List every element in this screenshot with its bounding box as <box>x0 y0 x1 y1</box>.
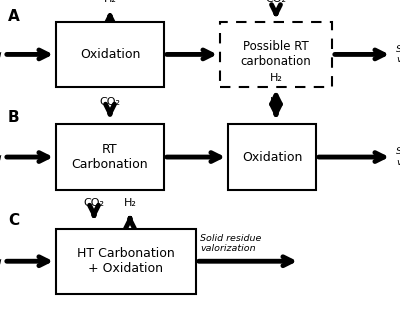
Text: A: A <box>8 9 20 24</box>
Text: Solid residue
valorization: Solid residue valorization <box>200 234 261 253</box>
Text: Solid residue
valorization: Solid residue valorization <box>396 147 400 167</box>
Text: Oxidation: Oxidation <box>242 151 302 164</box>
Text: Steel slag: Steel slag <box>0 50 2 59</box>
Text: B: B <box>8 110 20 125</box>
Text: H₂: H₂ <box>270 73 282 83</box>
Text: H₂: H₂ <box>104 0 116 4</box>
Text: Oxidation: Oxidation <box>80 48 140 61</box>
FancyBboxPatch shape <box>56 229 196 294</box>
Text: H₂: H₂ <box>270 97 282 107</box>
Text: CO₂: CO₂ <box>266 0 286 4</box>
Text: CO₂: CO₂ <box>100 97 120 107</box>
Text: Solid residue
valorization: Solid residue valorization <box>396 45 400 64</box>
FancyBboxPatch shape <box>56 22 164 87</box>
Text: RT
Carbonation: RT Carbonation <box>72 143 148 171</box>
Text: CO₂: CO₂ <box>84 198 104 208</box>
Text: Steel slag: Steel slag <box>0 257 2 266</box>
FancyBboxPatch shape <box>56 124 164 190</box>
Text: H₂: H₂ <box>124 198 136 208</box>
Text: HT Carbonation
+ Oxidation: HT Carbonation + Oxidation <box>77 247 175 275</box>
Text: C: C <box>8 213 19 228</box>
FancyBboxPatch shape <box>220 22 332 87</box>
FancyBboxPatch shape <box>228 124 316 190</box>
Text: Possible RT
carbonation: Possible RT carbonation <box>241 40 311 68</box>
Text: Steel slag: Steel slag <box>0 153 2 161</box>
